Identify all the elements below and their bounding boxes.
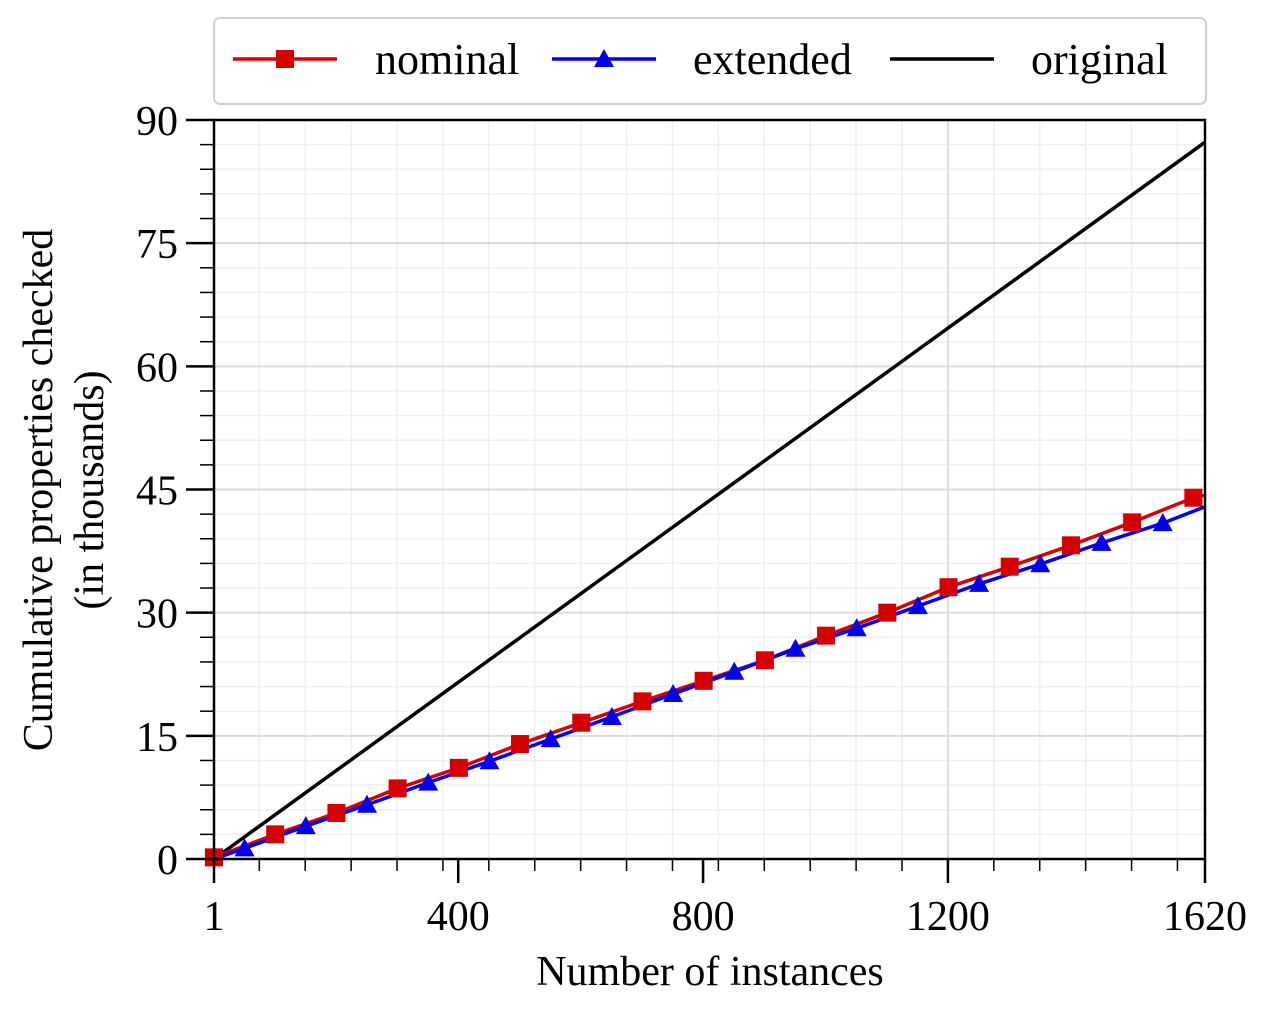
marker-extended [540, 729, 561, 748]
marker-extended [479, 751, 500, 770]
legend: nominal extended original [213, 17, 1207, 105]
x-tick-label: 400 [427, 894, 490, 940]
legend-marker-nominal [276, 50, 294, 68]
marker-extended [969, 573, 990, 592]
y-axis-label: Cumulative properties checked [16, 229, 62, 751]
legend-box [213, 17, 1207, 105]
marker-nominal [511, 735, 530, 754]
marker-nominal [1000, 557, 1019, 576]
y-axis-label-units: (in thousands) [67, 370, 113, 609]
marker-nominal [817, 626, 836, 645]
y-tick-label: 90 [136, 99, 178, 145]
marker-nominal [327, 804, 346, 823]
marker-nominal [939, 578, 958, 597]
marker-extended [663, 683, 684, 702]
series-line-original [212, 140, 1207, 861]
marker-extended [785, 638, 806, 657]
legend-label-nominal: nominal [375, 35, 519, 84]
marker-nominal [694, 671, 713, 690]
y-tick-label: 45 [136, 469, 178, 515]
legend-marker-extended [594, 49, 614, 67]
marker-extended [1030, 554, 1051, 573]
marker-nominal [388, 779, 407, 798]
x-axis-label: Number of instances [536, 949, 884, 995]
x-tick-label: 800 [672, 894, 735, 940]
y-tick-label: 60 [136, 345, 178, 391]
y-tick-label: 15 [136, 715, 178, 761]
marker-nominal [449, 758, 468, 777]
legend-label-extended: extended [693, 35, 852, 84]
marker-extended [601, 706, 622, 725]
marker-nominal [1184, 488, 1203, 507]
tick-labels: 0 15 30 45 60 75 90 1 400 800 1200 1620 [136, 99, 1247, 940]
marker-nominal [633, 692, 652, 711]
marker-extended [846, 618, 867, 637]
y-tick-label: 0 [157, 838, 178, 884]
marker-nominal [1123, 513, 1142, 532]
series-layer [205, 140, 1207, 867]
x-tick-label: 1620 [1163, 894, 1247, 940]
marker-nominal [266, 825, 285, 844]
legend-label-original: original [1031, 35, 1168, 84]
marker-nominal [572, 713, 591, 732]
y-tick-label: 75 [136, 222, 178, 268]
x-tick-label: 1 [204, 894, 225, 940]
marker-nominal [1061, 536, 1080, 555]
marker-extended [1152, 513, 1173, 532]
marker-extended [234, 838, 255, 857]
marker-extended [295, 816, 316, 835]
marker-extended [724, 661, 745, 680]
marker-nominal [878, 603, 897, 622]
marker-extended [907, 596, 928, 615]
x-tick-label: 1200 [906, 894, 990, 940]
marker-extended [1091, 532, 1112, 551]
y-tick-label: 30 [136, 592, 178, 638]
axis-ticks [186, 118, 1207, 883]
marker-extended [418, 772, 439, 791]
marker-extended [357, 794, 378, 813]
marker-nominal [755, 651, 774, 670]
major-grid [214, 119, 1205, 860]
